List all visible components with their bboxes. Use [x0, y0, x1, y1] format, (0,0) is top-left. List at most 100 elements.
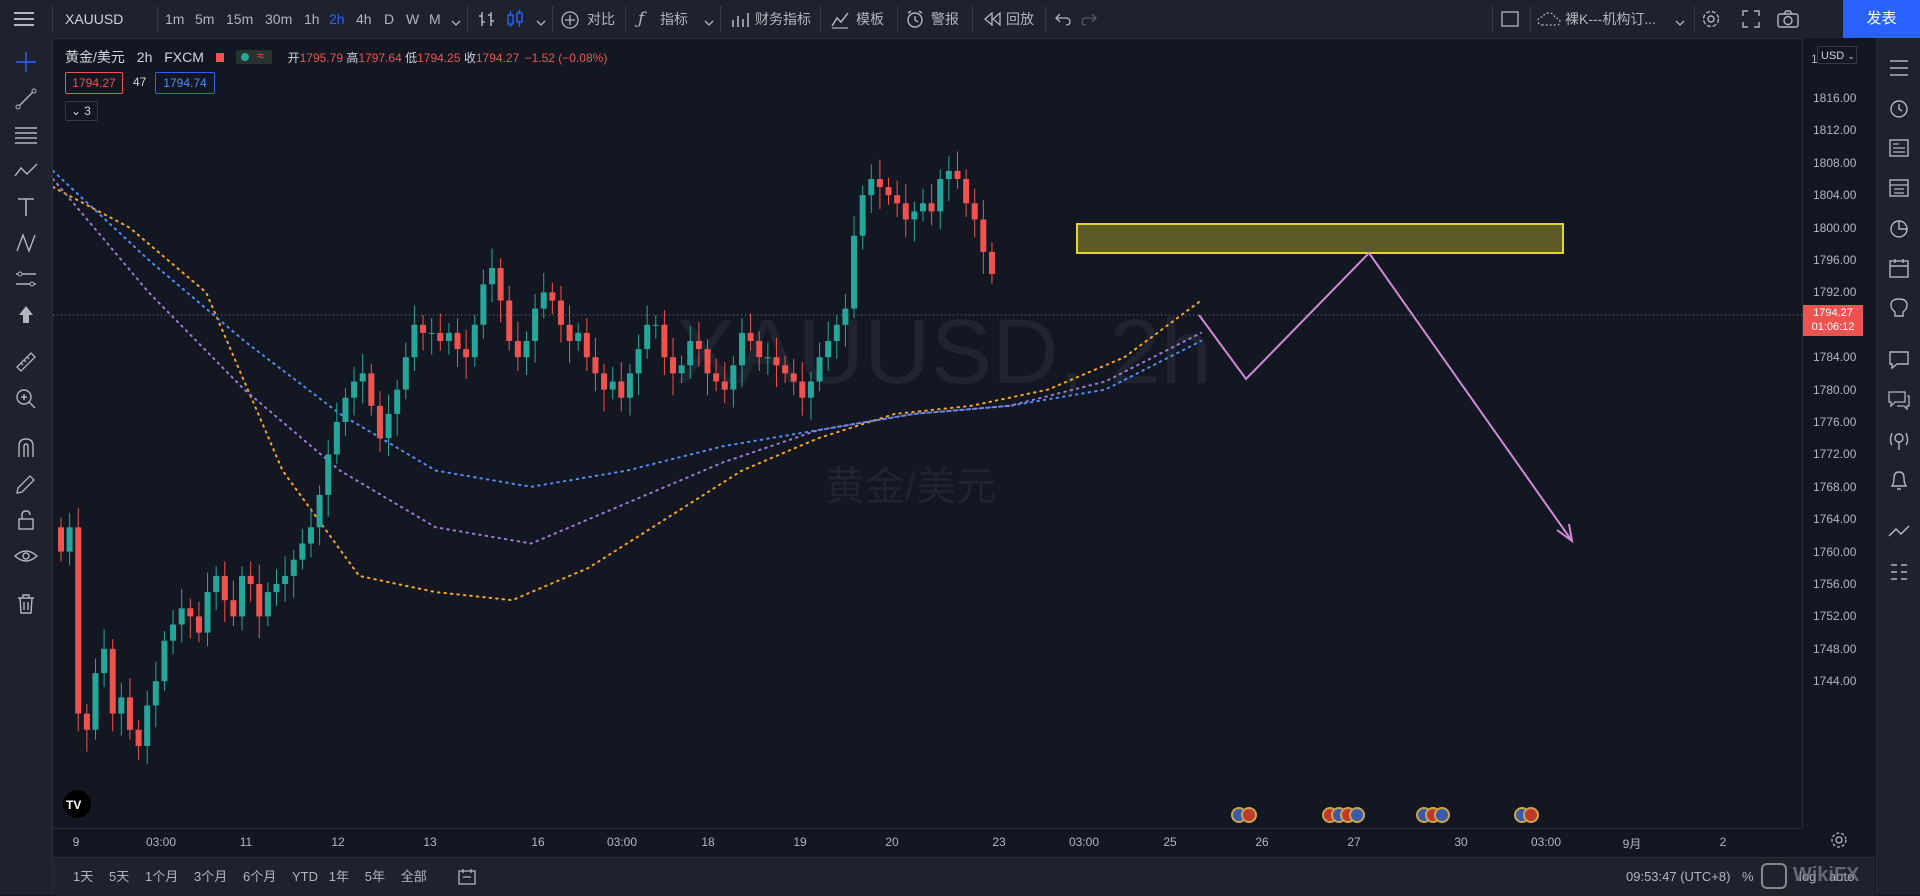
- range-button[interactable]: 5年: [364, 869, 385, 884]
- text-icon[interactable]: [14, 195, 38, 219]
- sell-price-button[interactable]: 1794.27: [65, 72, 123, 94]
- watchlist-icon[interactable]: [1887, 56, 1911, 80]
- buy-price-button[interactable]: 1794.74: [155, 72, 215, 94]
- object-tree-icon[interactable]: [1887, 560, 1911, 584]
- templates-button[interactable]: 模板: [856, 11, 884, 27]
- us-flag-icon[interactable]: [1416, 807, 1450, 823]
- plus-circle-icon[interactable]: [560, 10, 580, 33]
- range-button[interactable]: 全部: [400, 869, 427, 884]
- interval-5m[interactable]: 5m: [195, 11, 215, 27]
- news-icon[interactable]: [1887, 136, 1911, 160]
- symbol-search[interactable]: XAUUSD: [65, 11, 124, 27]
- interval-1m[interactable]: 1m: [165, 11, 185, 27]
- range-button[interactable]: 6个月: [243, 869, 277, 884]
- candles-icon[interactable]: [505, 9, 525, 32]
- projection-path[interactable]: [1198, 251, 1574, 544]
- function-icon[interactable]: ƒ: [638, 9, 645, 29]
- range-button[interactable]: 5天: [109, 869, 130, 884]
- interval-4h[interactable]: 4h: [356, 11, 372, 27]
- interval-30m[interactable]: 30m: [265, 11, 293, 27]
- interval-15m[interactable]: 15m: [226, 11, 254, 27]
- alert-button[interactable]: 警报: [931, 11, 959, 27]
- financials-icon[interactable]: [730, 10, 750, 33]
- utc-clock[interactable]: 09:53:47 (UTC+8): [1626, 869, 1731, 884]
- publish-button[interactable]: 发表: [1843, 0, 1920, 38]
- trend-line-icon[interactable]: [14, 87, 38, 111]
- layout-name[interactable]: 裸K---机构订...: [1565, 11, 1656, 27]
- undo-icon[interactable]: [1054, 11, 1072, 30]
- range-button[interactable]: 3个月: [194, 869, 228, 884]
- auto-toggle[interactable]: auto: [1829, 869, 1855, 884]
- us-flag-icon[interactable]: [1514, 807, 1539, 823]
- economic-events[interactable]: [1231, 807, 1539, 823]
- chat-icon[interactable]: [1887, 348, 1911, 372]
- date-range-icon[interactable]: [458, 868, 476, 889]
- currency-select[interactable]: USD ⌄: [1817, 46, 1857, 64]
- templates-icon[interactable]: [830, 10, 850, 33]
- magnet-icon[interactable]: [14, 436, 38, 460]
- chart-pane[interactable]: XAUUSD, 2h 黄金/美元 TV: [53, 38, 1802, 828]
- log-toggle[interactable]: log: [1799, 869, 1817, 884]
- eye-icon[interactable]: [13, 544, 39, 568]
- zigzag-icon[interactable]: [14, 159, 38, 183]
- percent-toggle[interactable]: %: [1742, 869, 1754, 884]
- chats-icon[interactable]: [1887, 388, 1911, 412]
- rewind-icon[interactable]: [982, 11, 1002, 30]
- notifications-icon[interactable]: [1887, 468, 1911, 492]
- alarm-clock-icon[interactable]: [905, 9, 925, 32]
- interval-m[interactable]: M: [429, 11, 441, 27]
- us-flag-icon[interactable]: [1322, 807, 1365, 823]
- prediction-icon[interactable]: [14, 267, 38, 291]
- gear-icon[interactable]: [1701, 9, 1721, 32]
- time-axis[interactable]: 9 03:00 11 12 13 16 03:00 18 19 20 23 03:00 25 26 27 30…: [53, 828, 1802, 857]
- fullscreen-icon[interactable]: [1741, 9, 1761, 32]
- chevron-down-icon[interactable]: [1675, 15, 1685, 30]
- supply-zone[interactable]: [1076, 223, 1564, 254]
- us-flag-icon[interactable]: [1231, 807, 1257, 823]
- pencil-lock-icon[interactable]: [14, 472, 38, 496]
- interval-1h[interactable]: 1h: [304, 11, 320, 27]
- chevron-down-icon[interactable]: [536, 15, 546, 30]
- chart-settings-icon[interactable]: [1830, 831, 1848, 852]
- layout-select-icon[interactable]: [1501, 11, 1519, 30]
- replay-button[interactable]: 回放: [1006, 11, 1034, 27]
- range-button[interactable]: 1个月: [145, 869, 179, 884]
- arrow-up-icon[interactable]: [14, 303, 38, 327]
- interval-d[interactable]: D: [384, 11, 395, 27]
- symbol-title[interactable]: 黄金/美元: [65, 49, 125, 65]
- market-status-icon[interactable]: ≈: [235, 48, 272, 64]
- trading-panel-icon[interactable]: [1887, 520, 1911, 544]
- menu-icon[interactable]: [14, 11, 36, 27]
- financials-button[interactable]: 财务指标: [755, 11, 811, 27]
- interval-2h[interactable]: 2h: [329, 11, 345, 27]
- zoom-in-icon[interactable]: [14, 387, 38, 411]
- chevron-down-icon[interactable]: [451, 15, 461, 30]
- range-button[interactable]: 1年: [328, 869, 349, 884]
- calendar-icon[interactable]: [1887, 256, 1911, 280]
- indicators-button[interactable]: 指标: [660, 11, 688, 27]
- streams-icon[interactable]: [1887, 428, 1911, 452]
- collapse-indicators-button[interactable]: ⌄ 3: [65, 101, 98, 121]
- pattern-icon[interactable]: [14, 231, 38, 255]
- data-window-icon[interactable]: [1887, 176, 1911, 200]
- lock-icon[interactable]: [14, 508, 38, 532]
- trash-icon[interactable]: [14, 592, 38, 616]
- ideas-icon[interactable]: [1887, 296, 1911, 320]
- range-button[interactable]: 1天: [73, 869, 94, 884]
- hotlist-icon[interactable]: [1887, 216, 1911, 240]
- flag-icon[interactable]: [215, 53, 224, 62]
- crosshair-icon[interactable]: [14, 50, 38, 74]
- compare-button[interactable]: 对比: [587, 11, 615, 27]
- chevron-down-icon[interactable]: [704, 15, 714, 30]
- interval-w[interactable]: W: [406, 11, 420, 27]
- candle: [282, 556, 289, 602]
- ruler-icon[interactable]: [14, 350, 38, 374]
- candle: [454, 318, 461, 367]
- horizontal-lines-icon[interactable]: [14, 123, 38, 147]
- bar-style-icon[interactable]: [478, 9, 498, 32]
- range-button[interactable]: YTD: [292, 869, 318, 884]
- price-axis[interactable]: 1 USD ⌄ 1816.00 1812.00 1808.00 1804.00 1800.…: [1802, 38, 1876, 828]
- redo-icon[interactable]: [1080, 11, 1098, 30]
- alarm-clock-icon[interactable]: [1887, 96, 1911, 120]
- camera-icon[interactable]: [1777, 10, 1799, 31]
